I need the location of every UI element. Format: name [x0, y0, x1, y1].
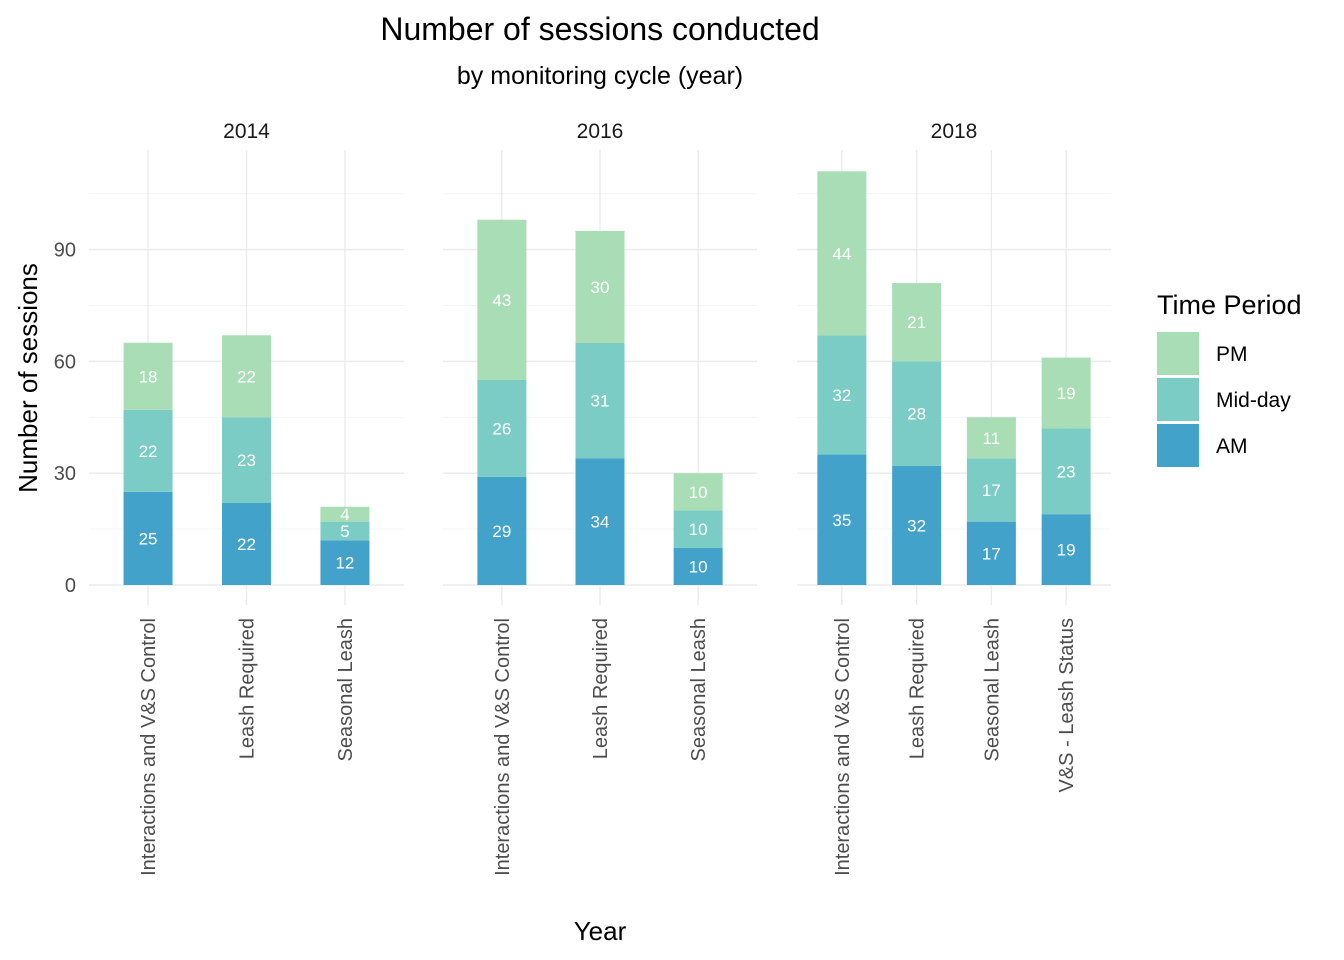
- y-axis: 0 30 60 90: [54, 240, 76, 597]
- bar-segment-pm: [892, 283, 942, 362]
- x-tick-label: Leash Required: [907, 618, 929, 759]
- y-tick-label: 90: [54, 240, 76, 262]
- bar-value-label: 10: [689, 520, 708, 539]
- bar-segment-midday: [575, 342, 625, 459]
- bar-value-label: 22: [139, 442, 158, 461]
- bar-segment-am: [892, 465, 942, 585]
- bar-value-label: 22: [237, 535, 256, 554]
- bar-segment-am: [1041, 514, 1091, 585]
- bar-value-label: 25: [139, 529, 158, 548]
- bar-value-label: 31: [591, 392, 610, 411]
- x-axis-title: Year: [574, 916, 627, 946]
- bar-value-label: 30: [591, 278, 610, 297]
- bar-segment-midday: [1041, 428, 1091, 515]
- facet-label: 2014: [223, 120, 270, 143]
- bar-segment-midday: [892, 361, 942, 466]
- bar-value-label: 10: [689, 483, 708, 502]
- bar-value-label: 17: [982, 481, 1001, 500]
- x-tick-label: Interactions and V&S Control: [138, 618, 160, 876]
- bar-segment-am: [673, 547, 723, 585]
- x-tick-label: Interactions and V&S Control: [492, 618, 514, 876]
- bar-value-label: 44: [832, 244, 851, 263]
- y-tick-label: 60: [54, 351, 76, 373]
- bar-value-label: 19: [1057, 541, 1076, 560]
- bar-segment-midday: [673, 510, 723, 548]
- bar-segment-am: [320, 540, 370, 585]
- facet-label: 2016: [577, 120, 624, 143]
- x-tick-label: Leash Required: [237, 618, 259, 759]
- bar-value-label: 4: [340, 505, 349, 524]
- x-tick-label: V&S - Leash Status: [1056, 618, 1078, 793]
- legend: Time Period PM Mid-day AM: [1157, 290, 1302, 467]
- bar-value-label: 34: [591, 513, 610, 532]
- bar-segment-am: [123, 491, 173, 585]
- bar-segment-midday: [123, 409, 173, 492]
- bar-segment-pm: [1041, 357, 1091, 429]
- panel-2016: 2016 29 26 43 Interactions and V&S Control 34…: [443, 120, 757, 876]
- bar-value-label: 28: [907, 405, 926, 424]
- bar-value-label: 23: [237, 451, 256, 470]
- bar-segment-pm: [222, 335, 271, 418]
- bar-value-label: 35: [832, 511, 851, 530]
- bar-segment-pm: [575, 230, 625, 343]
- bar-segment-midday: [477, 380, 527, 477]
- bar-segment-pm: [673, 473, 723, 511]
- panel-2014: 2014 25 22 18 Interactions and V&S Control 22…: [89, 120, 404, 876]
- bar-segment-am: [477, 476, 527, 585]
- bar-value-label: 43: [492, 291, 511, 310]
- bar-segment-pm: [966, 417, 1016, 459]
- bar-segment-midday: [817, 335, 867, 455]
- bar-value-label: 11: [983, 429, 1001, 448]
- bar-value-label: 32: [907, 516, 926, 535]
- y-tick-label: 30: [54, 463, 76, 485]
- x-tick-label: Leash Required: [590, 618, 612, 759]
- bar-value-label: 21: [907, 313, 926, 332]
- bar-value-label: 18: [139, 367, 158, 386]
- chart-title: Number of sessions conducted: [380, 11, 819, 47]
- bar-value-label: 5: [340, 522, 349, 541]
- x-tick-label: Seasonal Leash: [335, 618, 357, 761]
- bar-segment-midday: [320, 521, 370, 541]
- y-tick-label: 0: [65, 575, 76, 597]
- bar-segment-midday: [966, 458, 1016, 522]
- legend-key-pm: [1157, 332, 1199, 375]
- bar-value-label: 17: [982, 544, 1001, 563]
- x-tick-label: Seasonal Leash: [688, 618, 710, 761]
- bar-segment-pm: [123, 342, 173, 410]
- bar-value-label: 19: [1057, 384, 1076, 403]
- panel-2018: 2018 35 32 44 Interactions and V&S Control 32…: [797, 120, 1111, 876]
- bar-segment-midday: [222, 417, 271, 504]
- bar-value-label: 26: [492, 419, 511, 438]
- legend-label: AM: [1216, 435, 1248, 458]
- facet-panels: 2014 25 22 18 Interactions and V&S Control 22…: [89, 120, 1111, 876]
- legend-label: Mid-day: [1216, 389, 1291, 412]
- chart-subtitle: by monitoring cycle (year): [457, 62, 743, 90]
- bar-value-label: 10: [689, 557, 708, 576]
- bar-segment-am: [966, 521, 1016, 585]
- bar-segment-am: [575, 458, 625, 585]
- bar-segment-am: [817, 454, 867, 585]
- y-axis-title: Number of sessions: [13, 263, 43, 493]
- bar-value-label: 32: [832, 386, 851, 405]
- legend-title: Time Period: [1157, 290, 1302, 320]
- bar-segment-pm: [320, 506, 370, 522]
- legend-key-am: [1157, 424, 1199, 467]
- bar-segment-pm: [817, 171, 867, 336]
- legend-key-midday: [1157, 378, 1199, 421]
- bar-value-label: 12: [335, 554, 354, 573]
- bar-value-label: 22: [237, 367, 256, 386]
- x-tick-label: Seasonal Leash: [981, 618, 1003, 761]
- bar-segment-am: [222, 503, 271, 585]
- facet-label: 2018: [931, 120, 978, 143]
- bar-value-label: 23: [1057, 462, 1076, 481]
- bar-value-label: 29: [492, 522, 511, 541]
- legend-label: PM: [1216, 343, 1248, 366]
- bar-segment-pm: [477, 219, 527, 381]
- x-tick-label: Interactions and V&S Control: [832, 618, 854, 876]
